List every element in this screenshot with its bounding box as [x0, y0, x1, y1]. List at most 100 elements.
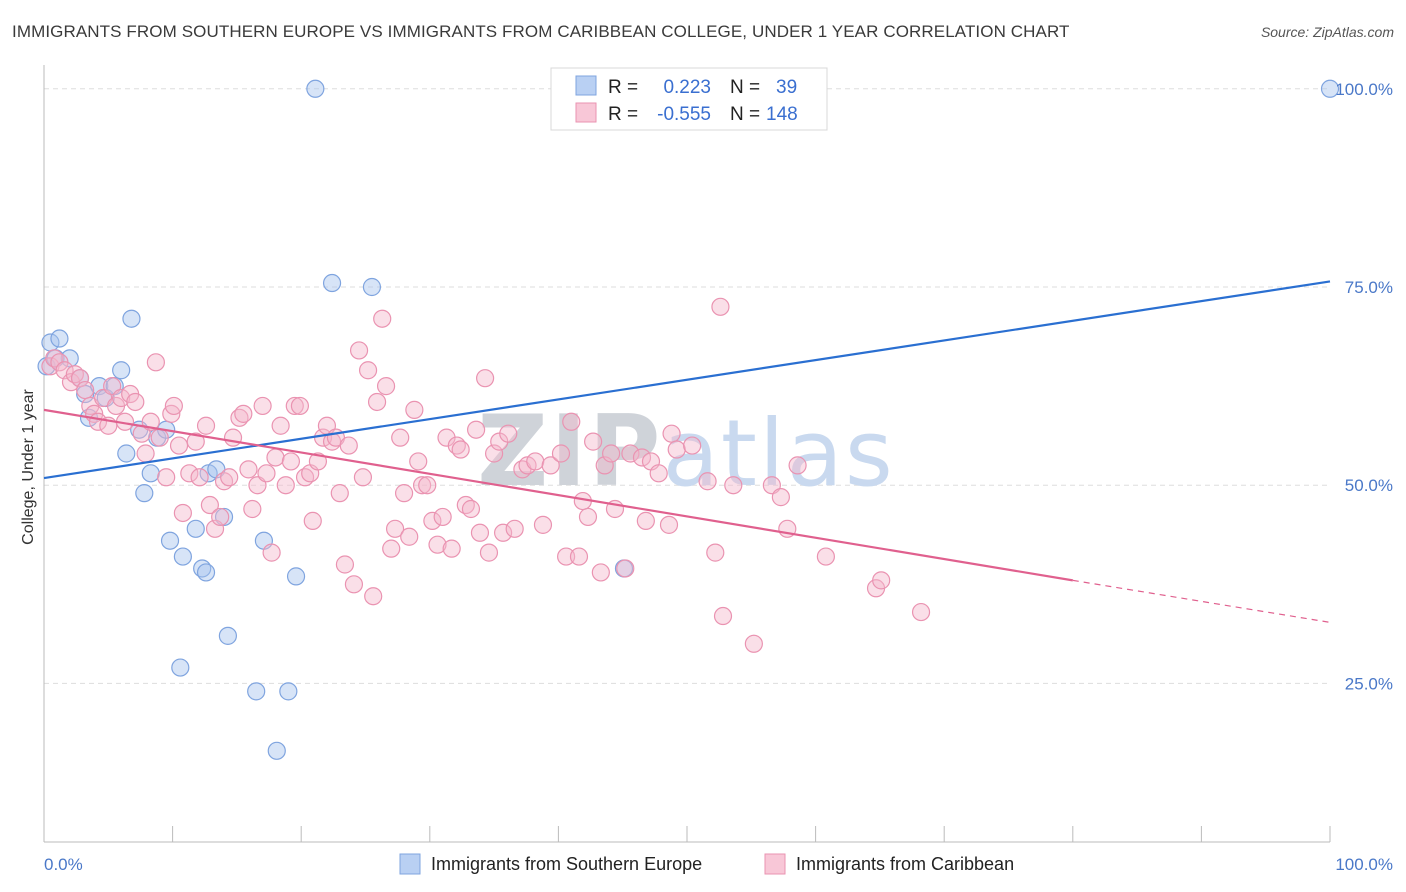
data-point	[358, 361, 378, 380]
data-point	[479, 543, 499, 562]
data-point	[173, 503, 192, 523]
data-point	[428, 535, 447, 554]
data-point	[339, 436, 358, 455]
legend-r-value: -0.555	[657, 104, 711, 125]
data-point	[211, 507, 230, 527]
series-southern-europe	[37, 79, 1340, 760]
data-point	[253, 396, 272, 416]
data-point	[475, 369, 495, 388]
data-point	[322, 273, 342, 293]
data-point	[649, 464, 668, 483]
data-point	[418, 476, 437, 495]
data-point	[262, 543, 281, 562]
data-point	[344, 575, 364, 594]
data-point	[267, 741, 286, 760]
legend-n-label: N =	[730, 104, 760, 125]
data-point	[385, 519, 405, 538]
data-point	[364, 587, 383, 606]
data-point	[400, 527, 419, 546]
data-point	[584, 432, 603, 451]
data-point	[141, 464, 160, 483]
data-point	[541, 456, 560, 475]
data-point	[186, 519, 205, 538]
bottom-legend-southern-europe: Immigrants from Southern Europe	[431, 854, 702, 874]
data-point	[196, 416, 216, 435]
x-tick-label: 0.0%	[44, 855, 83, 874]
data-point	[136, 444, 155, 463]
data-point	[872, 571, 891, 590]
data-point	[173, 547, 192, 566]
data-point	[126, 392, 145, 412]
data-point	[659, 515, 679, 534]
data-point	[186, 432, 205, 451]
chart-title: IMMIGRANTS FROM SOUTHERN EUROPE VS IMMIG…	[12, 22, 1070, 41]
data-point	[285, 396, 304, 416]
data-point	[169, 436, 189, 455]
data-point	[367, 392, 387, 412]
data-point	[70, 369, 90, 388]
data-point	[150, 428, 169, 447]
chart-source: Source: ZipAtlas.com	[1260, 24, 1394, 40]
data-point	[466, 420, 486, 439]
data-point	[135, 484, 154, 503]
bottom-legend-swatch-southern-europe	[399, 853, 421, 875]
data-point	[353, 468, 373, 487]
legend-r-value: 0.223	[663, 77, 711, 98]
data-point	[122, 309, 141, 328]
grid-lines	[44, 88, 1330, 684]
data-point	[200, 495, 219, 515]
data-point	[557, 547, 576, 566]
data-point	[171, 658, 190, 677]
data-point	[526, 452, 545, 471]
tick-labels: 25.0% 50.0% 75.0% 100.0% 0.0% 100.0%	[44, 80, 1393, 874]
data-point	[382, 539, 401, 558]
data-point	[243, 499, 262, 519]
data-point	[164, 396, 183, 416]
data-point	[112, 388, 131, 408]
data-point	[279, 682, 298, 701]
legend-n-value: 39	[776, 77, 797, 98]
data-point	[442, 539, 461, 558]
data-point	[76, 380, 95, 400]
data-point	[218, 626, 237, 645]
data-point	[405, 400, 424, 419]
data-point	[706, 543, 725, 562]
legend-r-label: R =	[608, 77, 638, 98]
legend-swatch-southern-europe	[575, 75, 597, 96]
data-point	[266, 448, 285, 467]
legend-r-label: R =	[608, 104, 638, 125]
x-tick-label: 100.0%	[1335, 855, 1393, 874]
data-point	[335, 555, 355, 574]
data-point	[220, 468, 239, 487]
data-point	[433, 507, 452, 527]
data-point	[349, 341, 369, 360]
trend-line-extension	[1072, 579, 1331, 623]
data-point	[621, 444, 640, 463]
data-point	[816, 547, 835, 566]
data-point	[286, 567, 306, 586]
data-point	[157, 468, 176, 487]
y-tick-label: 75.0%	[1345, 278, 1393, 297]
watermark: ZIPatlas	[477, 395, 895, 509]
data-point	[591, 563, 610, 582]
data-point	[569, 547, 589, 566]
data-point	[223, 428, 243, 447]
data-point	[744, 634, 763, 653]
data-point	[281, 452, 301, 471]
data-point	[578, 507, 598, 527]
y-axis-label: College, Under 1 year	[20, 389, 37, 545]
data-point	[632, 448, 652, 467]
data-point	[146, 353, 165, 372]
data-point	[551, 444, 571, 463]
data-point	[394, 484, 414, 503]
y-tick-label: 100.0%	[1335, 80, 1393, 99]
data-point	[499, 424, 518, 443]
data-point	[713, 606, 733, 626]
data-point	[662, 424, 681, 443]
data-point	[911, 602, 931, 622]
data-point	[636, 511, 655, 530]
y-tick-label: 50.0%	[1345, 476, 1393, 495]
data-point	[117, 444, 136, 463]
y-tick-label: 25.0%	[1345, 674, 1393, 693]
